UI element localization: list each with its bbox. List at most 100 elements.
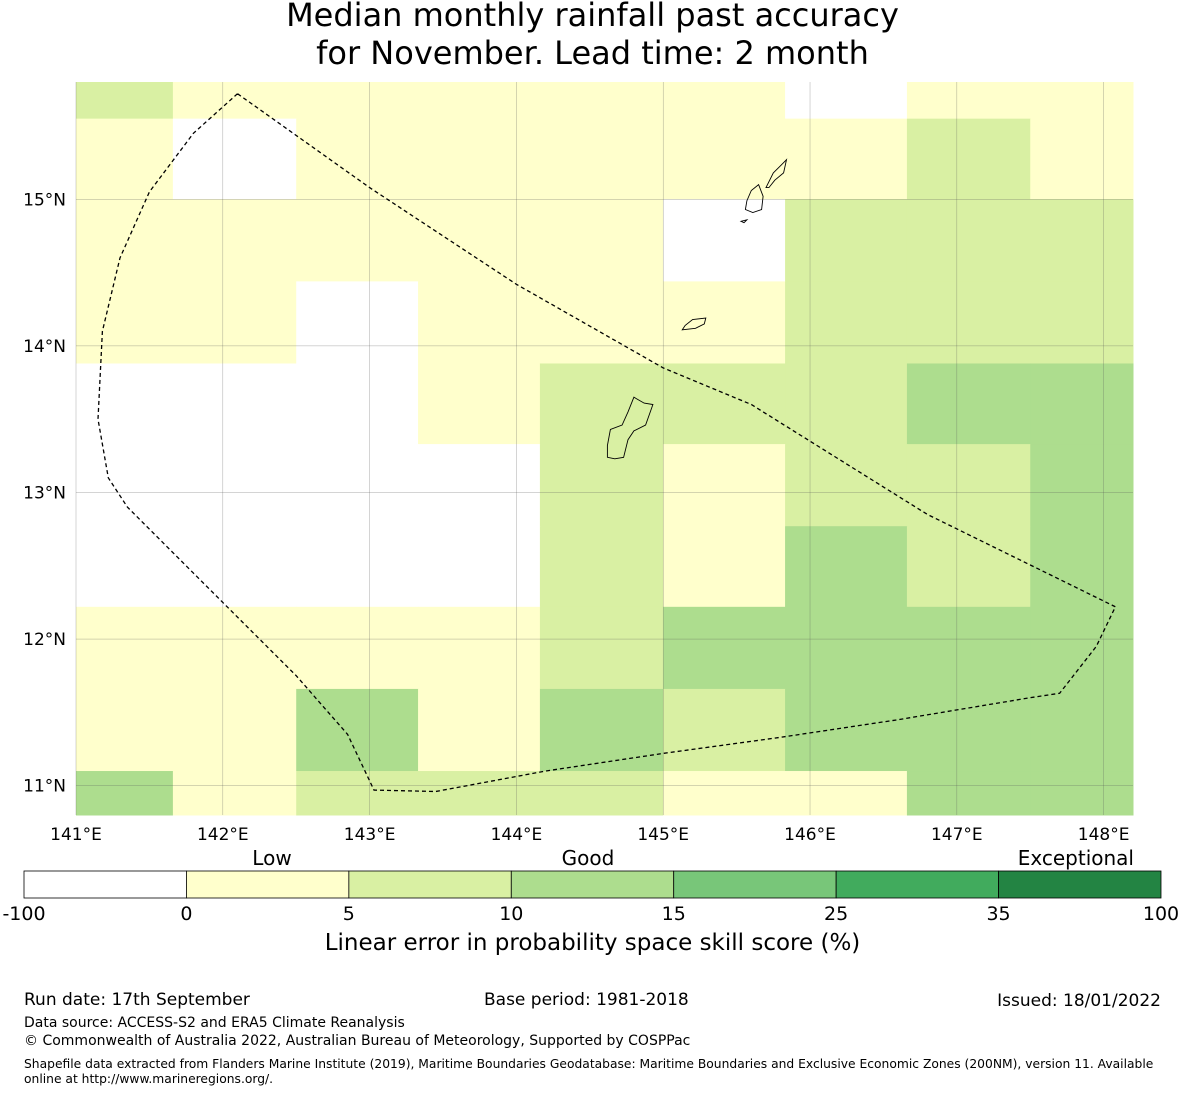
- grid-cell: [663, 82, 786, 120]
- longitude-tick-label: 142°E: [197, 825, 249, 845]
- grid-cell: [296, 363, 419, 445]
- grid-cell: [296, 771, 419, 816]
- grid-cell: [172, 771, 297, 816]
- grid-cell: [539, 118, 664, 200]
- skill-grid: [76, 82, 1134, 816]
- grid-cell: [418, 771, 541, 816]
- graticule: [75, 82, 1133, 815]
- colorbar-swatch: [673, 870, 837, 899]
- eez-boundary-line: [97, 93, 1117, 793]
- longitude-tick-labels: 141°E 142°E 143°E 144°E 145°E 146°E 147°E 148°E: [50, 825, 1129, 845]
- grid-cell: [663, 526, 786, 608]
- grid-cell: [76, 606, 174, 690]
- grid-cell: [1030, 118, 1134, 200]
- grid-cell: [785, 118, 908, 200]
- colorbar-label-exceptional: Exceptional: [1018, 846, 1134, 870]
- grid-cell: [172, 363, 297, 445]
- grid-cell: [172, 688, 297, 772]
- map-title: Median monthly rainfall past accuracy fo…: [0, 0, 1185, 72]
- grid-cell: [785, 82, 908, 120]
- grid-cell: [663, 444, 786, 527]
- island-outline: [739, 218, 749, 224]
- grid-cell: [785, 526, 908, 608]
- island-outline: [765, 158, 788, 189]
- grid-cell: [539, 82, 664, 120]
- longitude-tick-label: 147°E: [931, 825, 983, 845]
- grid-cell: [76, 363, 174, 445]
- colorbar-tick-label: 25: [824, 903, 848, 925]
- colorbar-swatch: [186, 870, 350, 899]
- grid-cell: [663, 606, 786, 690]
- latitude-tick-label: 13°N: [23, 483, 66, 503]
- colorbar-swatch: [348, 870, 512, 899]
- grid-cell: [906, 526, 1031, 608]
- grid-cell: [172, 606, 297, 690]
- grid-cell: [539, 363, 664, 445]
- grid-cell: [296, 606, 419, 690]
- grid-cell: [172, 526, 297, 608]
- grid-cell: [906, 606, 1031, 690]
- colorbar-swatch: [835, 870, 999, 899]
- colorbar: Low Good Exceptional -100 0 5 10 15 25 35 100: [2, 846, 1179, 925]
- grid-cell: [785, 606, 908, 690]
- colorbar-tick-label: 15: [662, 903, 686, 925]
- grid-cell: [906, 118, 1031, 200]
- grid-cell: [418, 606, 541, 690]
- longitude-tick-label: 143°E: [344, 825, 396, 845]
- grid-cell: [172, 281, 297, 364]
- grid-cell: [418, 281, 541, 364]
- grid-cell: [76, 444, 174, 527]
- island-outlines: [606, 158, 788, 460]
- grid-cell: [1030, 606, 1134, 690]
- island-outline: [681, 317, 707, 331]
- grid-cell: [1030, 526, 1134, 608]
- grid-cell: [296, 118, 419, 200]
- grid-cell: [663, 118, 786, 200]
- latitude-tick-labels: 15°N 14°N 13°N 12°N 11°N: [23, 190, 66, 796]
- grid-cell: [1030, 771, 1134, 816]
- grid-cell: [785, 281, 908, 364]
- grid-cell: [539, 771, 664, 816]
- base-period: Base period: 1981-2018: [484, 990, 689, 1010]
- grid-cell: [172, 118, 297, 200]
- grid-cell: [76, 771, 174, 816]
- grid-cell: [76, 118, 174, 200]
- grid-cell: [539, 199, 664, 282]
- grid-cell: [663, 688, 786, 772]
- grid-cell: [906, 363, 1031, 445]
- grid-cell: [663, 199, 786, 282]
- grid-cell: [539, 606, 664, 690]
- grid-cell: [906, 199, 1031, 282]
- title-line-2: for November. Lead time: 2 month: [316, 34, 869, 72]
- island-outline: [744, 183, 764, 213]
- grid-cell: [76, 199, 174, 282]
- colorbar-tick-label: 10: [499, 903, 523, 925]
- latitude-tick-label: 15°N: [23, 190, 66, 210]
- grid-cell: [418, 363, 541, 445]
- grid-cell: [76, 526, 174, 608]
- grid-cell: [296, 199, 419, 282]
- grid-cell: [418, 688, 541, 772]
- grid-cell: [906, 82, 1031, 120]
- colorbar-label-low: Low: [252, 846, 291, 870]
- longitude-tick-label: 148°E: [1078, 825, 1130, 845]
- grid-cell: [76, 688, 174, 772]
- grid-cell: [1030, 281, 1134, 364]
- grid-cell: [906, 444, 1031, 527]
- colorbar-label-good: Good: [562, 846, 615, 870]
- shapefile-note: Shapefile data extracted from Flanders M…: [24, 1057, 1154, 1086]
- grid-cell: [296, 281, 419, 364]
- title-line-1: Median monthly rainfall past accuracy: [286, 0, 899, 34]
- grid-cell: [296, 444, 419, 527]
- grid-cell: [1030, 199, 1134, 282]
- colorbar-swatch: [998, 870, 1162, 899]
- colorbar-tick-labels: -100 0 5 10 15 25 35 100: [2, 903, 1179, 925]
- colorbar-swatch: [510, 870, 675, 899]
- grid-cell: [1030, 688, 1134, 772]
- issued-date: Issued: 18/01/2022: [997, 991, 1161, 1011]
- grid-cell: [296, 688, 419, 772]
- longitude-tick-label: 146°E: [784, 825, 836, 845]
- grid-cell: [418, 199, 541, 282]
- run-date: Run date: 17th September: [24, 990, 250, 1010]
